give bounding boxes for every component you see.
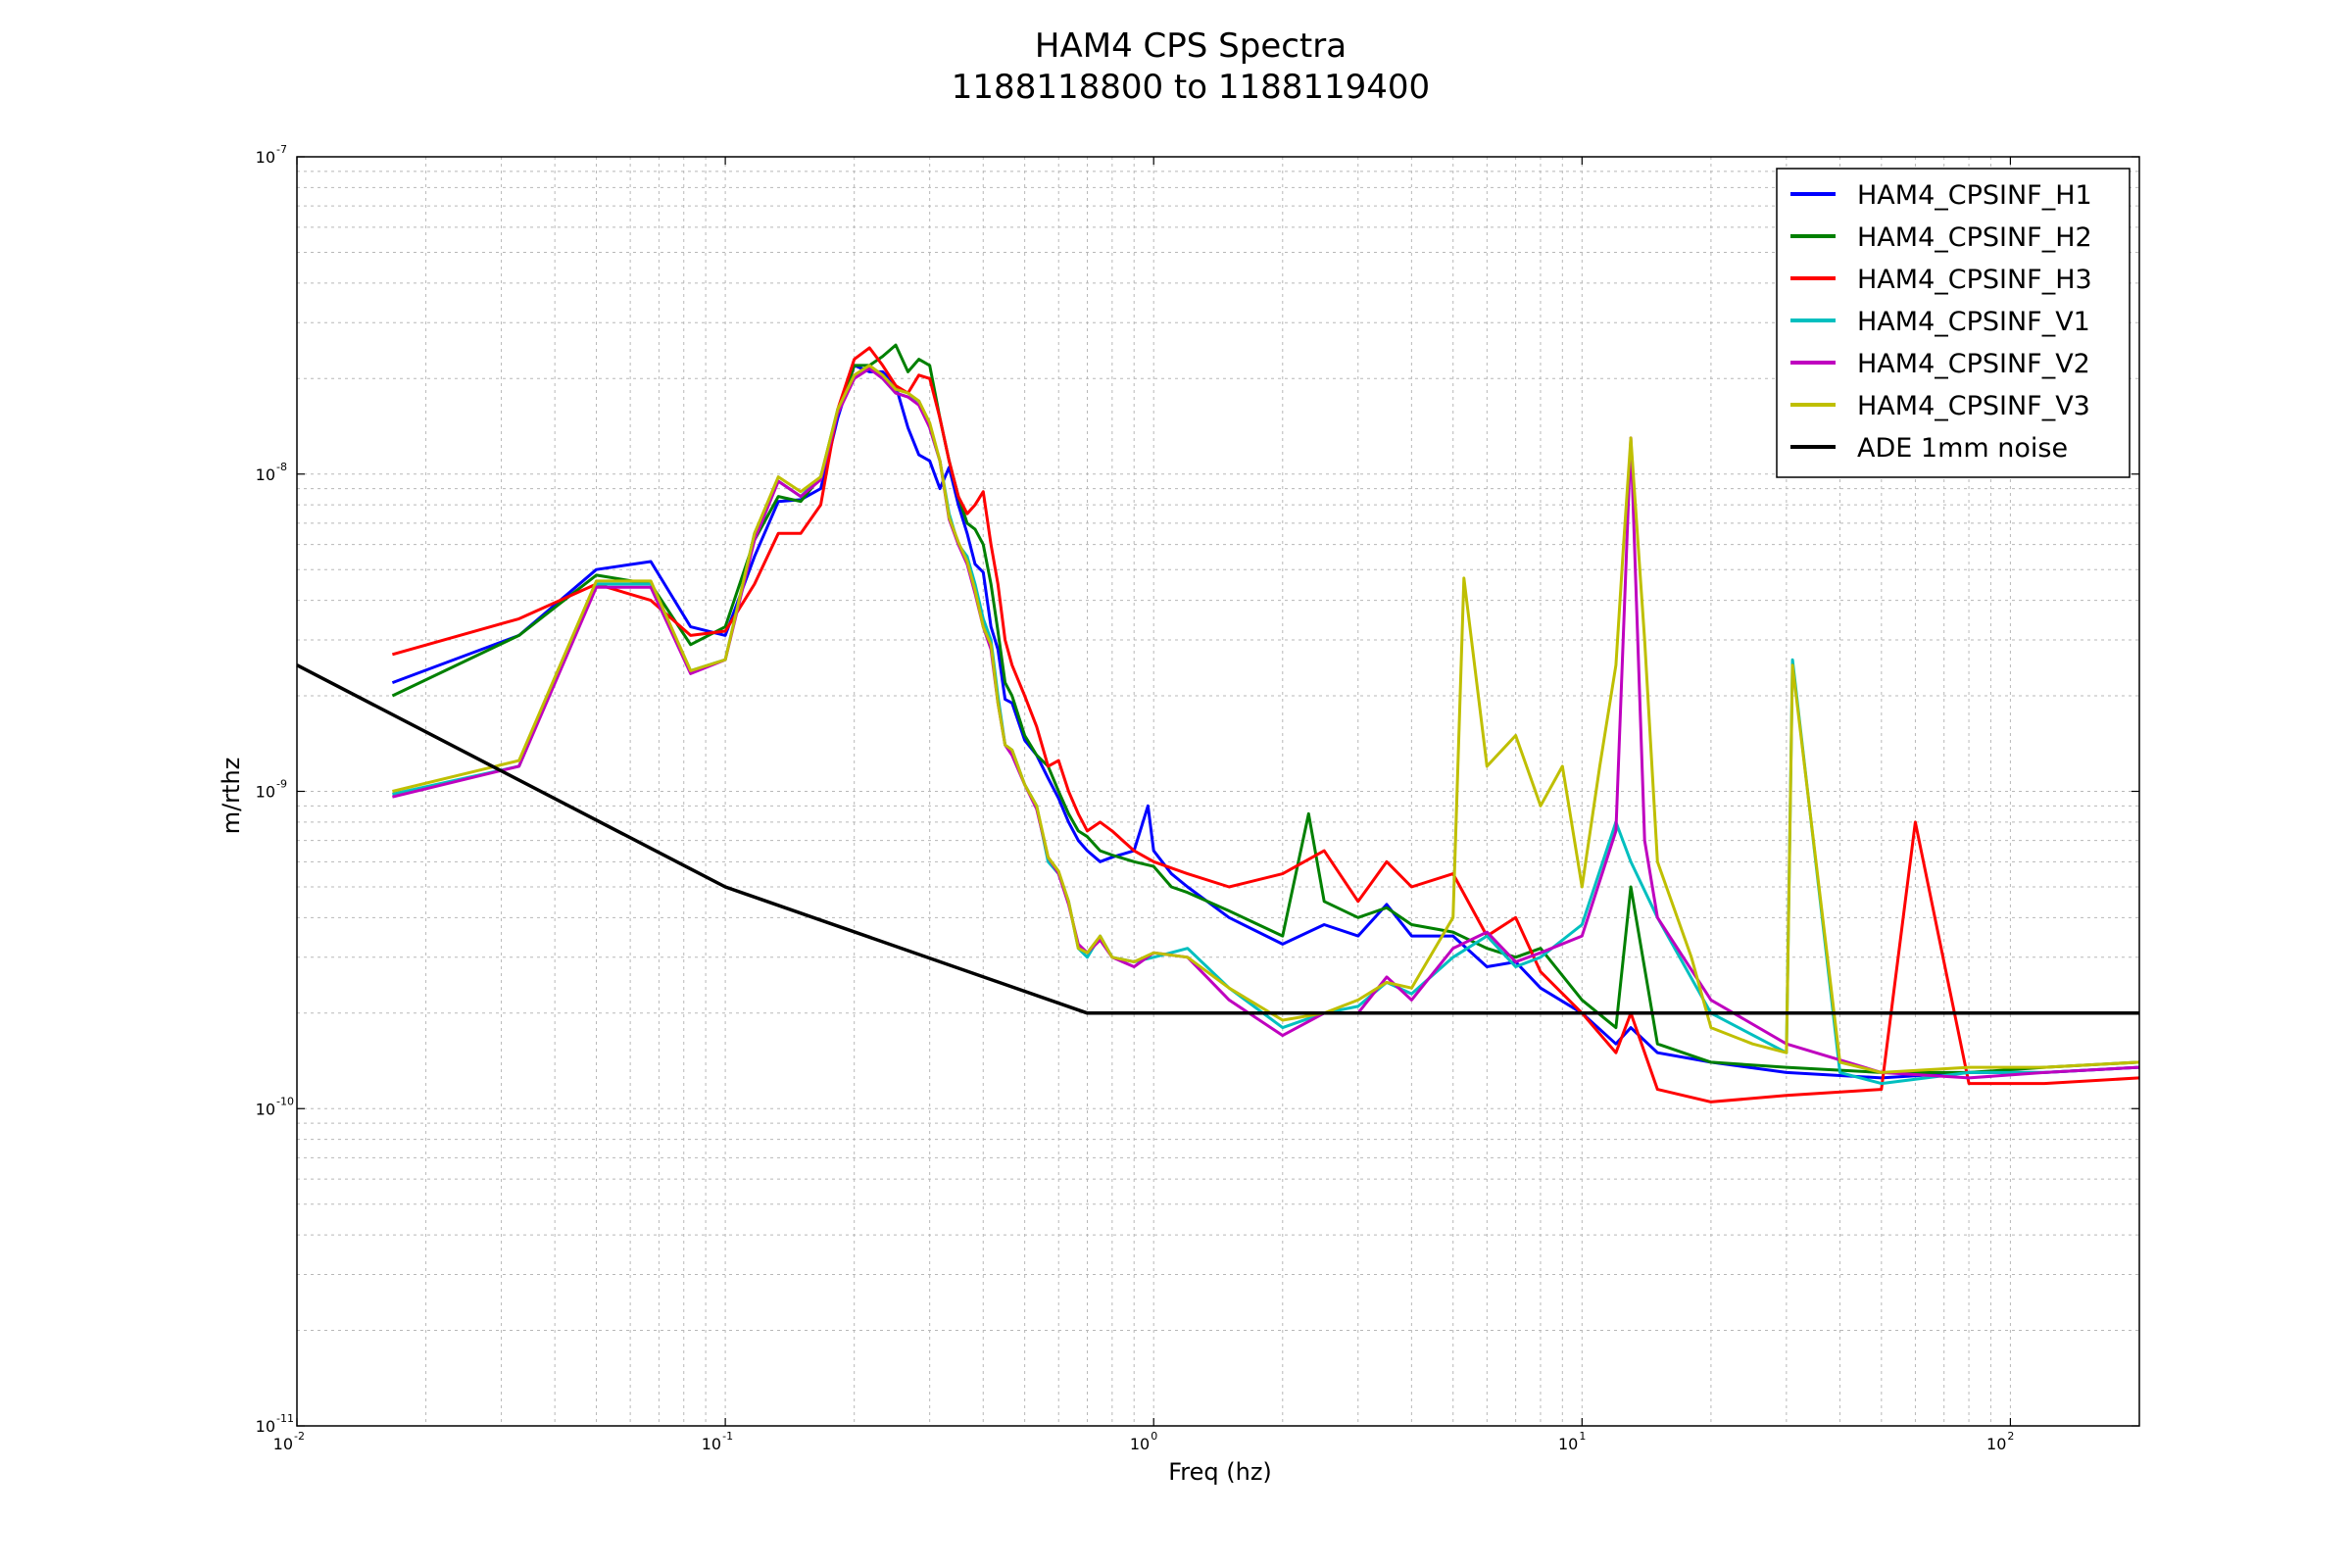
x-tick-label: 10: [273, 1435, 293, 1453]
y-tick-exponent: -11: [276, 1412, 294, 1425]
chart-title-line2: 1188118800 to 1188119400: [952, 68, 1430, 107]
x-tick-exponent: 0: [1151, 1430, 1157, 1443]
chart-title: HAM4 CPS Spectra 1188118800 to 118811940…: [952, 26, 1430, 107]
legend-label-h3: HAM4_CPSINF_H3: [1857, 265, 2092, 295]
x-axis-ticks: 10 -2 10 -1 10 0 10 1 10 2: [273, 157, 2014, 1453]
chart-title-line1: HAM4 CPS Spectra: [1035, 26, 1347, 66]
legend-label-h1: HAM4_CPSINF_H1: [1857, 180, 2092, 211]
x-tick-label: 10: [1558, 1435, 1578, 1453]
legend-box: [1776, 168, 2131, 478]
legend-label-ade: ADE 1mm noise: [1857, 433, 2068, 464]
y-tick-label: 10: [256, 783, 275, 802]
x-tick-exponent: -1: [722, 1430, 733, 1443]
legend-label-h2: HAM4_CPSINF_H2: [1857, 222, 2092, 253]
x-tick-label: 10: [1130, 1435, 1150, 1453]
x-tick-label: 10: [1986, 1435, 2006, 1453]
y-tick-exponent: -8: [276, 461, 287, 473]
legend: HAM4_CPSINF_H1 HAM4_CPSINF_H2 HAM4_CPSINF_…: [1776, 168, 2131, 478]
legend-label-v1: HAM4_CPSINF_V1: [1857, 307, 2090, 337]
y-tick-exponent: -9: [276, 778, 287, 791]
y-tick-label: 10: [256, 466, 275, 484]
x-tick-exponent: -2: [294, 1430, 305, 1443]
series-lines: [296, 343, 2140, 1103]
x-axis-label: Freq (hz): [1168, 1458, 1272, 1486]
legend-label-v2: HAM4_CPSINF_V2: [1857, 349, 2090, 379]
y-tick-label: 10: [256, 148, 275, 167]
x-tick-exponent: 1: [1579, 1430, 1586, 1443]
y-tick-label: 10: [256, 1100, 275, 1118]
y-tick-exponent: -7: [276, 143, 287, 156]
x-tick-exponent: 2: [2007, 1430, 2014, 1443]
legend-label-v3: HAM4_CPSINF_V3: [1857, 391, 2090, 421]
x-tick-label: 10: [702, 1435, 721, 1453]
y-axis-label: m/rthz: [218, 758, 245, 835]
y-tick-exponent: -10: [276, 1095, 294, 1107]
series-line-ade: [296, 663, 2139, 1015]
series-line-v3: [392, 364, 2140, 1074]
y-tick-label: 10: [256, 1417, 275, 1436]
